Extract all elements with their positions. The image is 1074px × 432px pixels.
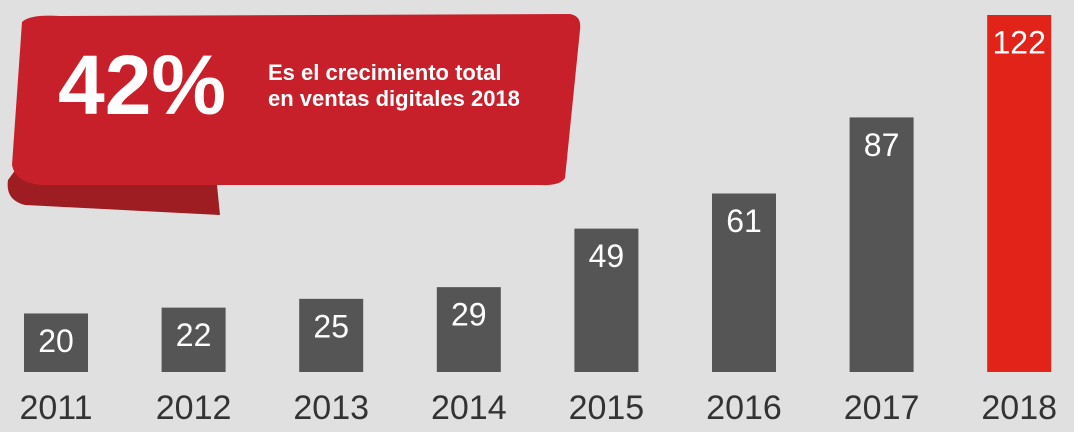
x-tick-label: 2013 [293, 389, 369, 427]
x-tick-label: 2011 [19, 389, 92, 427]
bar [712, 193, 776, 372]
value-label: 122 [993, 24, 1046, 60]
x-tick-label: 2012 [156, 389, 232, 427]
x-tick-label: 2014 [431, 389, 507, 427]
bar [574, 228, 639, 372]
banner-text: Es el crecimiento total [268, 60, 502, 85]
banner: 42% Es el crecimiento total en ventas di… [7, 14, 581, 215]
value-label: 25 [313, 308, 349, 344]
value-label: 20 [38, 323, 74, 359]
banner-body [12, 14, 581, 186]
bar [299, 298, 364, 372]
bar [161, 307, 226, 372]
x-tick-label: 2016 [706, 389, 782, 427]
bar [24, 313, 88, 372]
value-label: 29 [451, 297, 487, 333]
value-label: 22 [176, 317, 212, 353]
bar [436, 287, 501, 372]
bar [987, 15, 1052, 372]
value-label: 87 [864, 127, 900, 163]
value-label: 49 [589, 238, 625, 274]
value-label: 61 [726, 203, 762, 239]
bar [849, 117, 914, 372]
headline: 42% [58, 38, 226, 132]
x-tick-label: 2017 [844, 389, 920, 427]
banner-text: en ventas digitales 2018 [268, 86, 520, 111]
x-tick-label: 2018 [981, 389, 1057, 427]
x-tick-label: 2015 [569, 389, 645, 427]
